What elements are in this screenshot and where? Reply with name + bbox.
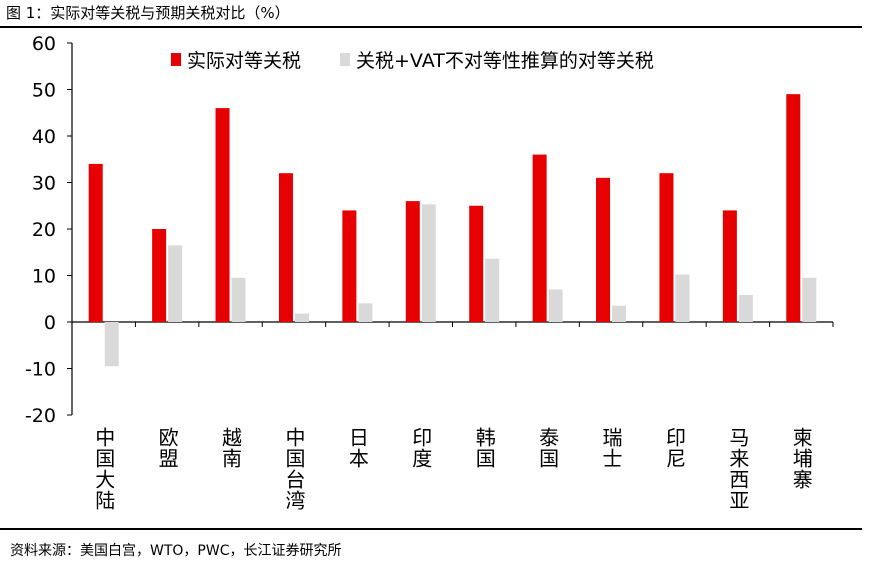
bar-actual-tariff	[405, 201, 420, 322]
y-tick-label: 30	[32, 173, 56, 195]
bar-estimated-tariff	[548, 289, 563, 322]
y-tick-label: 50	[32, 80, 56, 102]
source-note: 资料来源：美国白宫，WTO，PWC，长江证券研究所	[10, 543, 342, 559]
bar-estimated-tariff	[104, 322, 119, 367]
bar-actual-tariff	[278, 173, 293, 322]
bars	[88, 94, 817, 367]
figure-title: 图 1：实际对等关税与预期关税对比（%）	[6, 4, 290, 22]
bar-actual-tariff	[469, 205, 484, 322]
bar-estimated-tariff	[738, 295, 753, 322]
category-label: 中国台湾	[282, 427, 306, 511]
bar-actual-tariff	[659, 173, 674, 322]
category-label: 印度	[409, 427, 433, 469]
category-label: 印尼	[662, 427, 686, 469]
bar-estimated-tariff	[168, 245, 183, 322]
legend-swatch-estimated	[340, 53, 350, 66]
category-label: 柬埔寨	[789, 427, 813, 490]
y-tick-label: -20	[25, 405, 56, 427]
bar-actual-tariff	[722, 210, 737, 322]
y-tick-label: 60	[32, 33, 56, 55]
bar-estimated-tariff	[294, 313, 309, 322]
x-axis	[71, 321, 834, 327]
y-tick-label: 10	[32, 266, 56, 288]
bar-estimated-tariff	[231, 277, 246, 322]
category-label: 瑞士	[599, 427, 623, 469]
bar-actual-tariff	[88, 163, 103, 322]
bar-estimated-tariff	[802, 277, 817, 322]
y-tick-label: 0	[44, 312, 56, 334]
bar-actual-tariff	[532, 154, 547, 322]
category-label: 泰国	[536, 427, 560, 469]
bar-estimated-tariff	[421, 204, 436, 322]
source-divider	[0, 528, 862, 530]
category-labels: 中国大陆 欧盟 越南 中国台湾 日本 印度 韩国 泰国 瑞士 印尼 马来西亚 柬埔寨	[92, 427, 814, 511]
bar-actual-tariff	[342, 210, 357, 322]
legend-label-actual: 实际对等关税	[187, 50, 301, 72]
y-tick-label: -10	[25, 359, 56, 381]
y-axis: -20 -10 0 10 20 30 40 50 60	[25, 33, 73, 427]
bar-estimated-tariff	[612, 305, 627, 322]
y-tick-label: 20	[32, 219, 56, 241]
category-label: 韩国	[472, 427, 496, 469]
bar-actual-tariff	[215, 108, 230, 322]
category-label: 欧盟	[155, 427, 179, 469]
legend: 实际对等关税 关税+VAT不对等性推算的对等关税	[171, 50, 654, 72]
legend-swatch-actual	[171, 53, 181, 66]
category-label: 越南	[219, 427, 243, 469]
category-label: 马来西亚	[726, 427, 750, 511]
bar-estimated-tariff	[485, 258, 500, 322]
legend-label-estimated: 关税+VAT不对等性推算的对等关税	[356, 50, 654, 72]
category-label: 中国大陆	[92, 427, 116, 511]
category-label: 日本	[345, 427, 369, 469]
bar-estimated-tariff	[358, 303, 373, 322]
bar-actual-tariff	[786, 94, 801, 323]
bar-estimated-tariff	[675, 274, 690, 322]
title-divider	[0, 26, 862, 28]
bar-actual-tariff	[596, 177, 611, 322]
bar-actual-tariff	[152, 229, 167, 322]
y-tick-label: 40	[32, 126, 56, 148]
